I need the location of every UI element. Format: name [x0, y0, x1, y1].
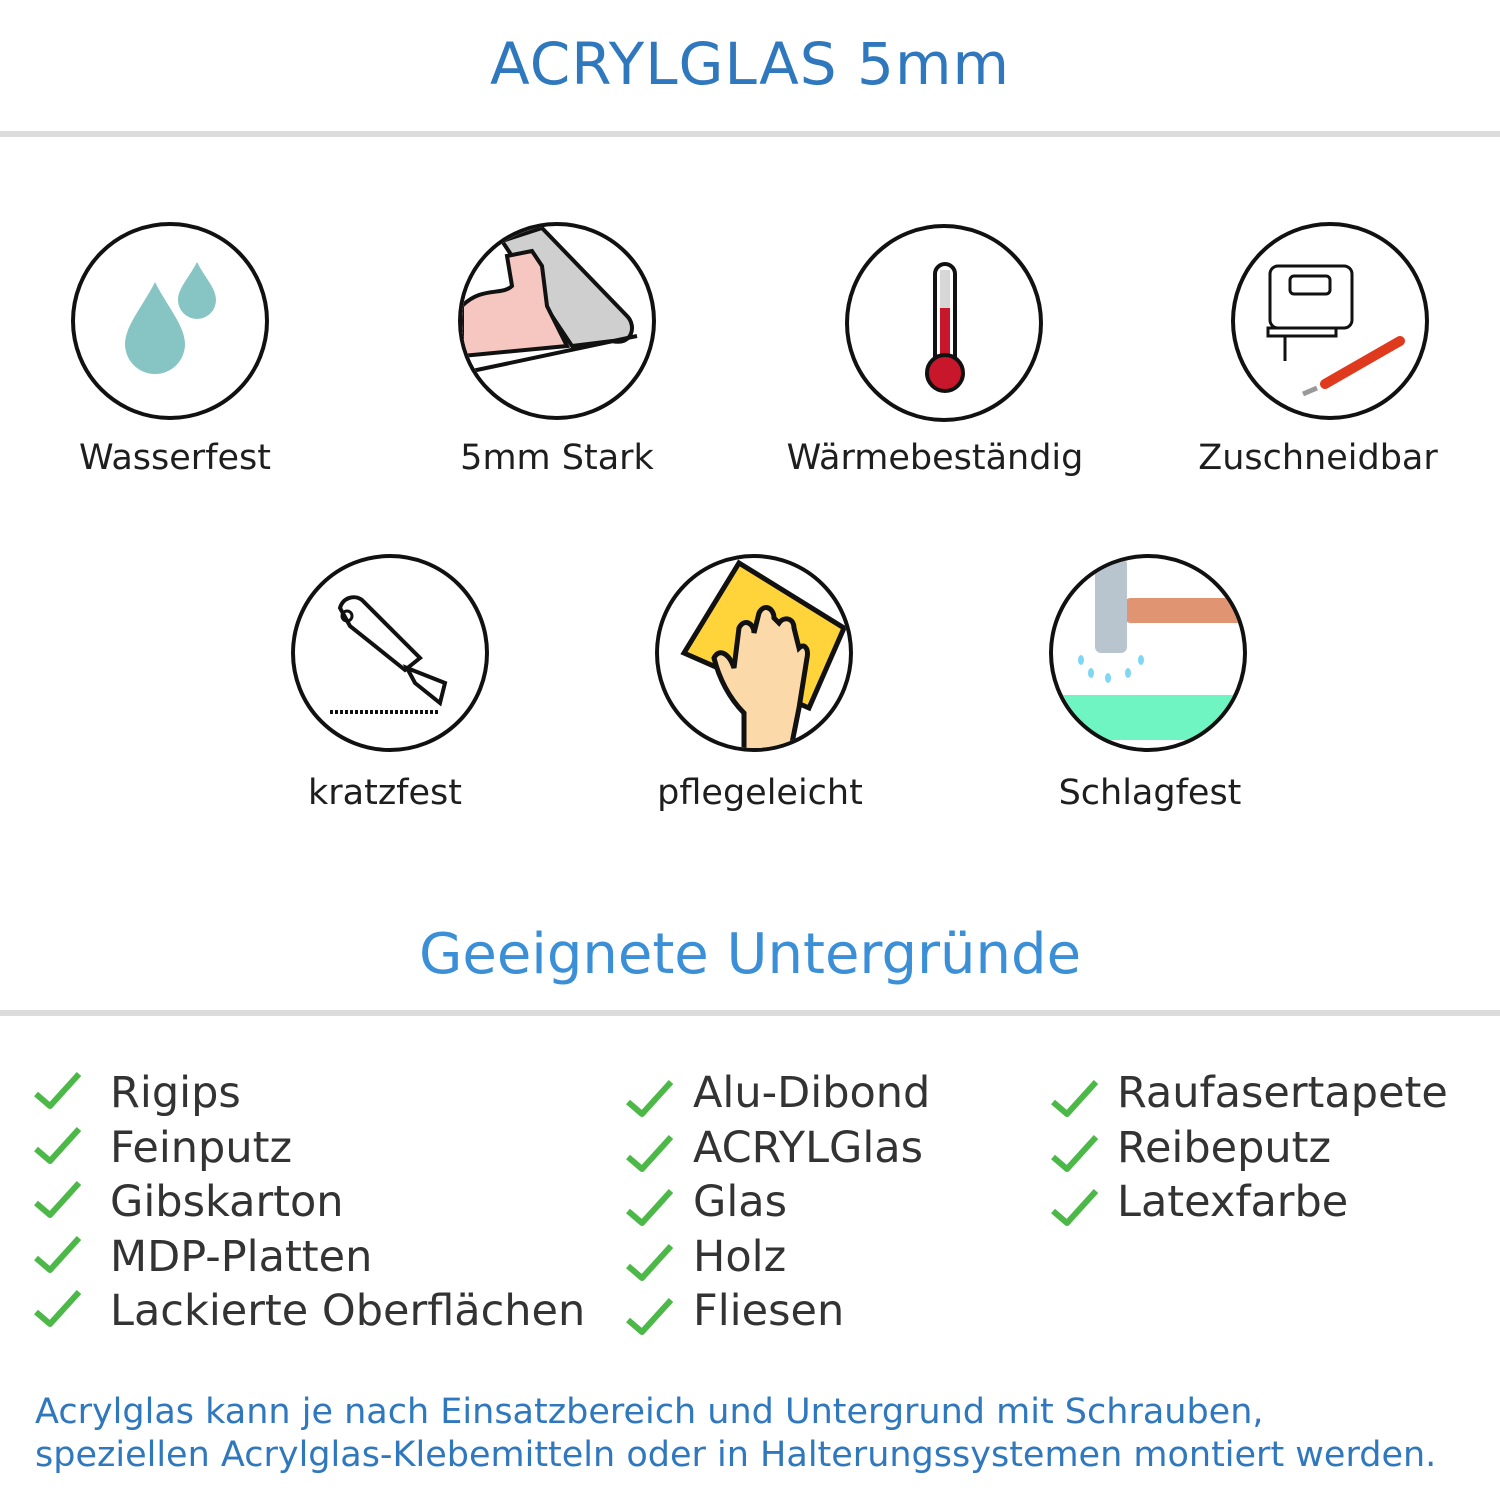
surface-item: Glas [693, 1177, 788, 1227]
divider [0, 1010, 1500, 1016]
cutter-knife-icon [291, 554, 489, 752]
surface-item: Fliesen [693, 1286, 845, 1336]
checkmark-icon [625, 1242, 675, 1286]
surface-item: MDP-Platten [110, 1231, 373, 1282]
surface-item: Holz [693, 1231, 787, 1282]
surface-item: ACRYLGlas [693, 1122, 924, 1173]
jigsaw-knife-icon [1231, 222, 1429, 420]
surface-item: Gibskarton [110, 1177, 344, 1227]
feature-label: Zuschneidbar [1198, 438, 1438, 478]
feature-label: pflegeleicht [657, 773, 863, 813]
checkmark-icon [1050, 1133, 1100, 1177]
checkmark-icon [33, 1125, 83, 1169]
checkmark-icon [33, 1179, 83, 1223]
water-drops-icon [71, 222, 269, 420]
thermometer-icon [845, 224, 1043, 422]
divider [0, 131, 1500, 137]
surface-item: Raufasertapete [1117, 1068, 1448, 1118]
checkmark-icon [33, 1070, 83, 1114]
feature-label: Wärmebeständig [786, 438, 1084, 478]
feature-label: Schlagfest [1058, 773, 1242, 813]
wiping-hand-icon [655, 554, 853, 752]
footer-note-line-2: speziellen Acrylglas-Klebemitteln oder i… [35, 1435, 1437, 1475]
surface-item: Rigips [110, 1068, 241, 1118]
checkmark-icon [625, 1078, 675, 1122]
page-title: ACRYLGLAS 5mm [490, 30, 1010, 98]
checkmark-icon [1050, 1078, 1100, 1122]
hammer-icon [1049, 554, 1247, 752]
checkmark-icon [625, 1187, 675, 1231]
checkmark-icon [33, 1234, 83, 1278]
feature-label: Wasserfest [78, 438, 272, 478]
footer-note-line-1: Acrylglas kann je nach Einsatzbereich un… [35, 1392, 1264, 1432]
surface-item: Lackierte Oberflächen [110, 1286, 586, 1336]
checkmark-icon [33, 1288, 83, 1332]
checkmark-icon [625, 1296, 675, 1340]
surface-item: Reibeputz [1117, 1122, 1332, 1173]
feature-label: kratzfest [307, 773, 462, 813]
surface-item: Alu-Dibond [693, 1068, 931, 1118]
checkmark-icon [625, 1133, 675, 1177]
strong-arm-icon [458, 222, 656, 420]
feature-label: 5mm Stark [460, 438, 654, 478]
surface-item: Feinputz [110, 1122, 293, 1173]
surfaces-heading: Geeignete Untergründe [418, 922, 1082, 987]
surface-item: Latexfarbe [1117, 1177, 1349, 1227]
checkmark-icon [1050, 1187, 1100, 1231]
